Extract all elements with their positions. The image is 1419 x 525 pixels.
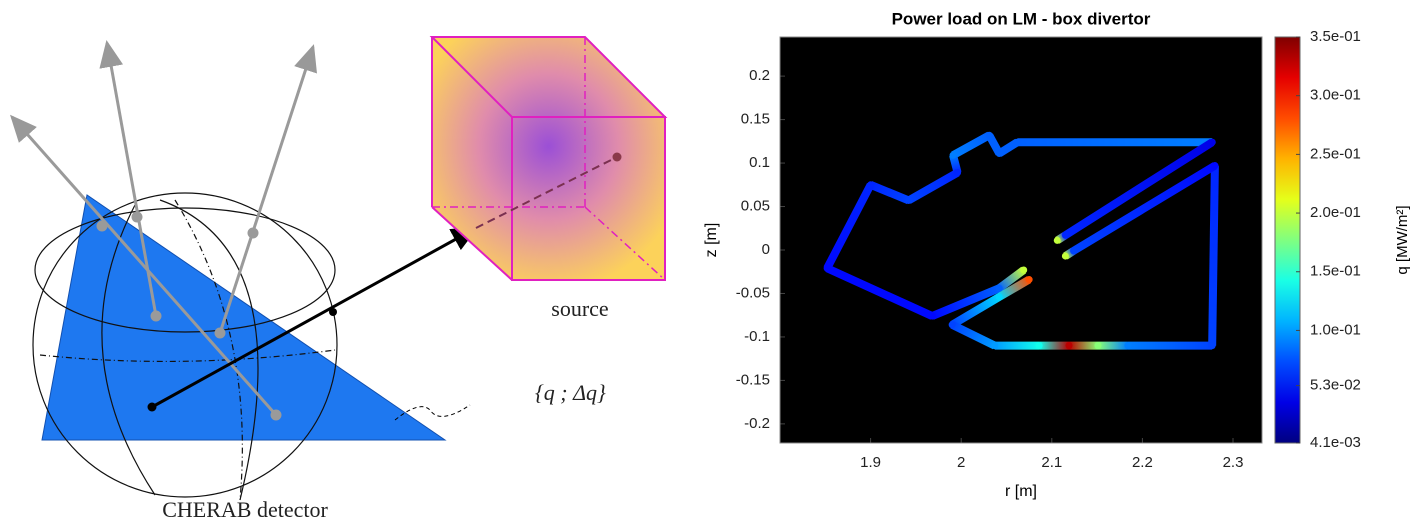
source-label: source [551, 296, 608, 321]
vertex [985, 131, 993, 139]
segment [930, 284, 1001, 320]
y-tick-label: -0.1 [744, 328, 770, 345]
y-tick-label: 0.15 [741, 111, 770, 128]
segment [1063, 138, 1215, 239]
segment [825, 264, 934, 320]
vertex [1070, 247, 1078, 255]
y-tick-label: 0.05 [741, 197, 770, 214]
vertex [823, 264, 831, 272]
segment [950, 321, 997, 350]
colorbar-tick-label: 2.0e-01 [1310, 204, 1361, 221]
vertex [949, 151, 957, 159]
detector-plane [41, 194, 447, 441]
segment [951, 131, 992, 159]
segment [823, 182, 875, 271]
colorbar-tick-label: 5.3e-02 [1310, 377, 1361, 394]
vertex [995, 149, 1003, 157]
x-tick-label: 1.9 [860, 454, 881, 471]
segment [869, 181, 911, 205]
vertex [1013, 138, 1021, 146]
y-tick-label: -0.2 [744, 415, 770, 432]
vertex [867, 181, 875, 189]
vertex [1211, 162, 1219, 170]
vertex [948, 321, 956, 329]
y-axis-label: z [m] [703, 223, 720, 258]
x-tick-label: 2 [957, 454, 965, 471]
vertex [995, 284, 1003, 292]
segment [1071, 162, 1217, 255]
colorbar-tick-label: 3.5e-01 [1310, 28, 1361, 45]
colorbar-tick-label: 1.0e-01 [1310, 321, 1361, 338]
vertex [1053, 236, 1061, 244]
segment [997, 276, 1032, 301]
y-tick-label: 0.1 [749, 154, 770, 171]
x-tick-label: 2.1 [1041, 454, 1062, 471]
vertex [905, 196, 913, 204]
line-of-sight [151, 226, 479, 409]
rays [10, 40, 317, 421]
vertex [1035, 342, 1043, 350]
colorbar-tick-label: 2.5e-01 [1310, 145, 1361, 162]
segment [1208, 165, 1219, 346]
y-tick-label: 0 [762, 241, 770, 258]
vertex [1065, 342, 1073, 350]
x-axis-label: r [m] [1005, 483, 1037, 500]
colorbar-tick-label: 1.5e-01 [1310, 263, 1361, 280]
x-tick-label: 2.3 [1223, 454, 1244, 471]
vertex [1061, 231, 1069, 239]
vertex [1124, 342, 1132, 350]
y-tick-label: -0.15 [736, 371, 770, 388]
source-cube [429, 36, 668, 281]
intersection-point [329, 308, 337, 316]
colorbar [1274, 36, 1301, 444]
colorbar-tick-label: 4.1e-03 [1310, 434, 1361, 451]
vertex [1208, 138, 1216, 146]
leader-line [394, 404, 471, 421]
segment [996, 266, 1027, 292]
vertex [1020, 266, 1028, 274]
plot-background [780, 37, 1262, 443]
segment [906, 169, 960, 204]
vertex [1061, 252, 1069, 260]
colorbar-label: q [MW/m²] [1394, 205, 1411, 274]
origin-point [147, 402, 157, 412]
vertex [1025, 276, 1033, 284]
vertex [954, 169, 962, 177]
chart-title: Power load on LM - box divertor [892, 9, 1151, 28]
sphere [32, 192, 338, 501]
segment [950, 293, 1002, 329]
plot-frame [779, 36, 1263, 444]
vertex [928, 312, 936, 320]
y-tick-label: 0.2 [749, 67, 770, 84]
heat-chart: Power load on LM - box divertor 1.9 2 2.1 2.… [703, 9, 1411, 500]
vertex [1094, 342, 1102, 350]
vertex [991, 342, 999, 350]
colorbar-tick-label: 3.0e-01 [1310, 87, 1361, 104]
measurement-label: {q ; Δq} [535, 380, 606, 405]
x-tick-label: 2.2 [1132, 454, 1153, 471]
vertex [995, 293, 1003, 301]
detector-label: CHERAB detector [162, 497, 328, 522]
vertex [1208, 342, 1216, 350]
detector-diagram: source {q ; Δq} CHERAB detector [10, 36, 668, 522]
y-tick-label: -0.05 [736, 284, 770, 301]
